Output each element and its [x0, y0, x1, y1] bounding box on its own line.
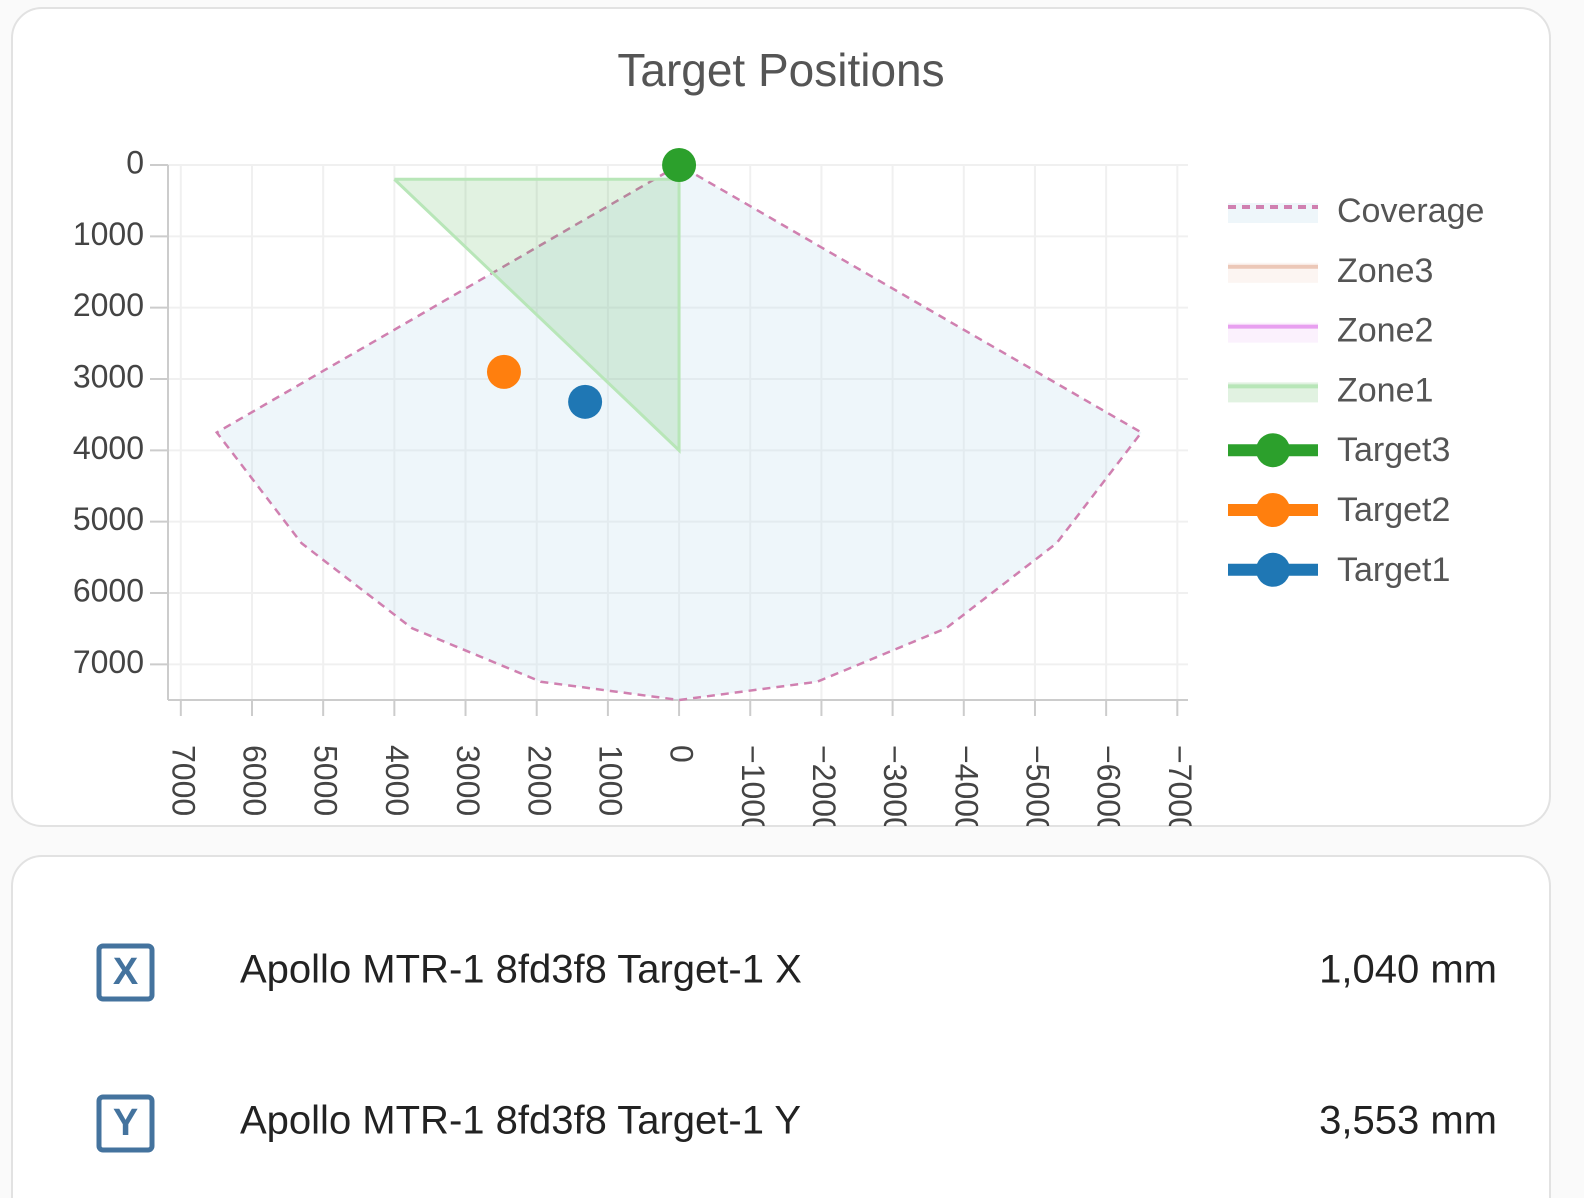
- x-tick-label: −6000: [1091, 745, 1127, 835]
- y-tick-label: 1000: [73, 216, 144, 252]
- chart-title: Target Positions: [617, 44, 944, 96]
- legend-swatch: [1228, 203, 1318, 223]
- legend-label[interactable]: Target2: [1337, 491, 1450, 529]
- chart-card: [11, 7, 1551, 827]
- target-marker: [568, 384, 603, 419]
- y-tick-label: 4000: [73, 430, 144, 466]
- legend-label[interactable]: Zone2: [1337, 312, 1433, 350]
- x-tick-label: 4000: [379, 745, 415, 816]
- legend-label[interactable]: Zone1: [1337, 371, 1433, 409]
- y-tick-label: 2000: [73, 287, 144, 323]
- x-tick-label: −3000: [877, 745, 913, 835]
- x-tick-label: 1000: [592, 745, 628, 816]
- x-tick-label: −1000: [735, 745, 771, 835]
- y-tick-label: 6000: [73, 572, 144, 608]
- entity-name[interactable]: Apollo MTR-1 8fd3f8 Target-1 Y: [240, 1099, 801, 1143]
- x-tick-label: −5000: [1020, 745, 1056, 835]
- entity-state[interactable]: 1,040 mm: [1319, 948, 1497, 992]
- entity-icon-box: [96, 1094, 155, 1153]
- entity-icon: Y: [113, 1102, 138, 1144]
- x-tick-label: 3000: [450, 745, 486, 816]
- y-tick-label: 5000: [73, 501, 144, 537]
- target-marker: [662, 148, 697, 182]
- entity-name[interactable]: Apollo MTR-1 8fd3f8 Target-1 X: [240, 948, 802, 992]
- legend-marker: [1256, 552, 1290, 587]
- series-line: [393, 177, 681, 454]
- legend-label[interactable]: Target1: [1337, 551, 1450, 589]
- x-tick-label: 0: [664, 745, 700, 763]
- y-tick-label: 3000: [73, 358, 144, 394]
- entities-card: [11, 855, 1551, 1198]
- x-tick-label: −4000: [948, 745, 984, 835]
- x-tick-label: −7000: [1162, 745, 1198, 835]
- entity-state[interactable]: 3,553 mm: [1319, 1099, 1497, 1143]
- x-tick-label: 6000: [237, 745, 273, 816]
- y-tick-label: 7000: [73, 644, 144, 680]
- x-tick-label: 2000: [521, 745, 557, 816]
- x-tick-label: −2000: [806, 745, 842, 835]
- legend-label[interactable]: Coverage: [1337, 192, 1484, 230]
- legend-label[interactable]: Target3: [1337, 431, 1450, 469]
- plot: 0 1000 2000 3000 4000 5000 6000 7000 7000 6000 500…: [73, 144, 1485, 835]
- target-marker: [486, 354, 521, 389]
- entity-rows: X Apollo MTR-1 8fd3f8 Target-1 X 1,040 mm Y…: [96, 943, 1497, 1153]
- x-tick-label: 7000: [165, 745, 201, 816]
- x-tick-label: 5000: [308, 745, 344, 816]
- entity-icon-box: [96, 943, 155, 1002]
- entity-icon: X: [113, 951, 139, 993]
- y-tick-label: 0: [126, 144, 144, 180]
- legend-marker: [1256, 493, 1290, 527]
- legend-marker: [1256, 433, 1290, 468]
- legend-label[interactable]: Zone3: [1337, 252, 1433, 290]
